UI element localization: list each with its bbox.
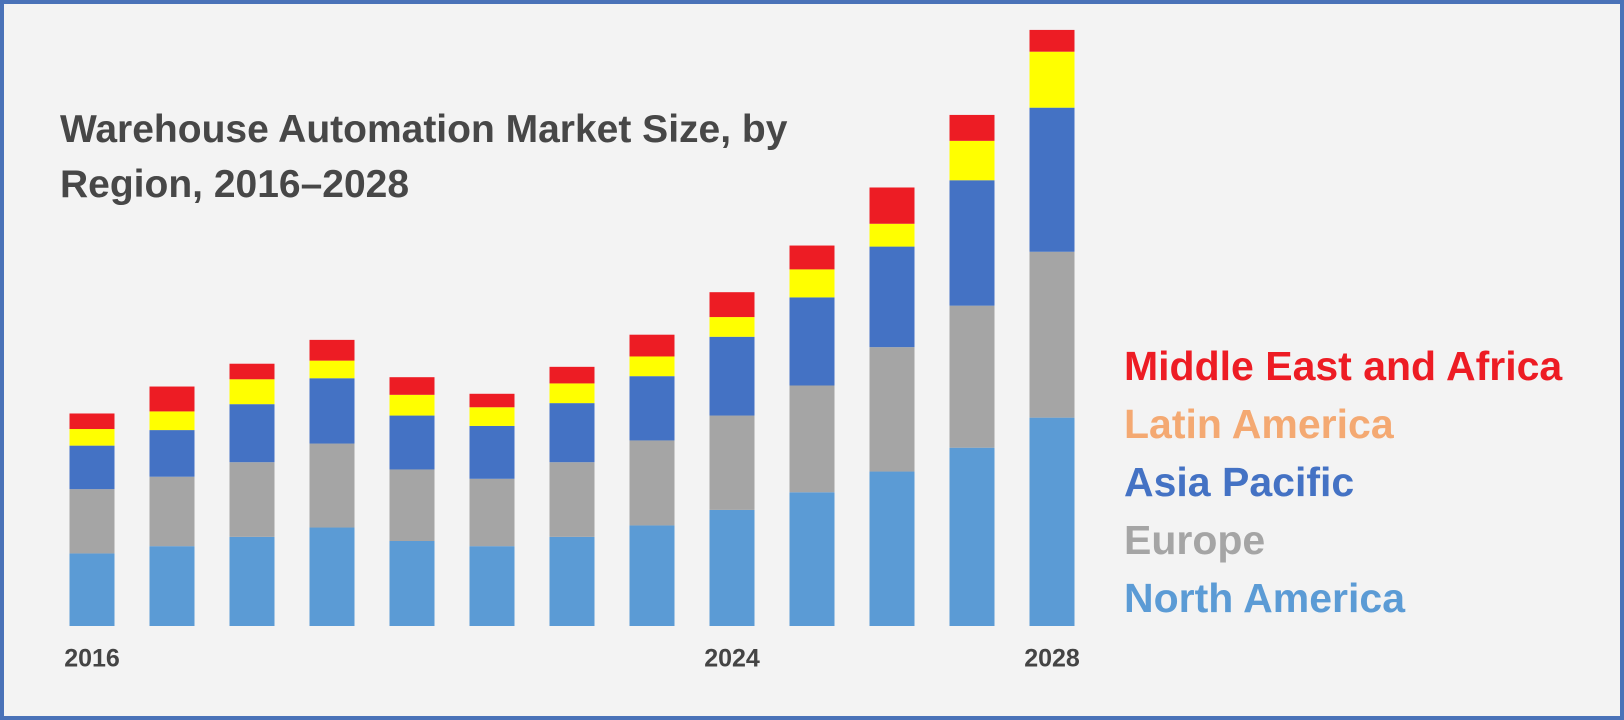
bar-segment [149,430,195,477]
bar-segment [949,180,995,306]
bar-segment [149,546,195,626]
bar-segment [229,363,275,380]
bar-segment [549,403,595,463]
bar-segment [69,489,115,554]
bar-segment [629,525,675,626]
bar-segment [1029,51,1075,108]
bar-segment [1029,417,1075,626]
bar-segment [949,140,995,181]
bar-segment [549,462,595,537]
bar-segment [549,536,595,626]
bar-segment [709,336,755,416]
bar-segment [869,223,915,247]
bar-segment [469,425,515,479]
bar-segment [149,411,195,431]
bar-segment [709,509,755,626]
legend-entry: Middle East and Africa [1124,343,1563,389]
bar-segment [69,429,115,446]
bar-segment [1029,251,1075,418]
bar-segment [1029,29,1075,52]
bar-segment [789,297,835,386]
chart: 2016 2024 2028 [64,29,1080,673]
x-tick-label: 2016 [64,645,120,673]
bar-segment [309,443,355,528]
bar-segment [389,377,435,395]
bar-segment [469,478,515,547]
bar-segment [629,334,675,357]
bar-segment [789,385,835,493]
bar-segment [389,540,435,626]
bar-segment [229,462,275,537]
bar-segment [389,394,435,416]
bar-segment [389,469,435,541]
bar-segment [869,187,915,224]
bar-segment [229,404,275,463]
bar-segment [469,393,515,408]
legend-entry: North America [1124,575,1405,621]
bar-segment [629,376,675,441]
bar-segment [949,447,995,626]
bar-segment [709,317,755,337]
bar-segment [869,471,915,626]
bar-segment [549,383,595,404]
bar-segment [869,246,915,348]
legend-entry: Europe [1124,517,1266,563]
x-tick-label: 2024 [704,645,760,673]
legend: Middle East and Africa Latin America Asia … [1124,337,1564,627]
bar-segment [309,527,355,626]
bar-segment [709,292,755,318]
bar-segment [309,339,355,361]
legend-entry: Asia Pacific [1124,459,1355,505]
bar-segment [709,415,755,510]
bar-segment [789,492,835,626]
bar-segment [309,360,355,379]
bar-segment [309,378,355,444]
bar-segment [949,114,995,141]
bar-segment [149,386,195,412]
bar-segment [149,476,195,547]
bar-segment [69,413,115,430]
bar-segment [869,347,915,472]
bar-segment [229,536,275,626]
bar-segment [229,379,275,405]
bar-segment [469,407,515,426]
bar-segment [69,445,115,490]
bar-segment [69,553,115,626]
bar-segment [469,546,515,626]
x-tick-label: 2028 [1024,645,1080,673]
legend-entry: Latin America [1124,401,1394,447]
bar-segment [629,440,675,526]
chart-title: Warehouse Automation Market Size, by Reg… [60,108,788,206]
bar-segment [629,356,675,377]
bar-segment [389,415,435,470]
bar-segment [789,245,835,270]
bar-segment [1029,107,1075,252]
bar-segment [949,305,995,448]
bar-segment [789,269,835,298]
bar-segment [549,366,595,384]
